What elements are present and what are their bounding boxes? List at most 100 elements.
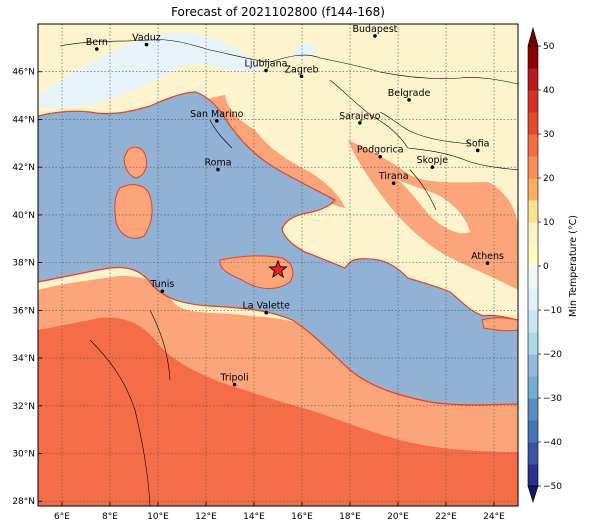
colorbar-segment <box>528 288 538 311</box>
colorbar-segment <box>528 134 538 157</box>
city-dot <box>378 154 383 159</box>
cold-region-east <box>292 44 318 59</box>
city-label: Belgrade <box>388 88 431 99</box>
x-tick-label: 22°E <box>435 512 457 522</box>
colorbar-segment <box>528 156 538 179</box>
colorbar-label: Min Temperature (°C) <box>568 215 579 317</box>
city-label: Tripoli <box>220 373 249 384</box>
city-label: Budapest <box>352 24 397 35</box>
forecast-location-star-marker <box>268 259 288 279</box>
x-axis-ticks: 6°E 8°E 10°E 12°E 14°E 16°E 18°E 20°E 22°E 24°E <box>54 502 505 522</box>
colorbar-tick-label: −30 <box>543 394 562 404</box>
country-borders <box>59 39 518 506</box>
city-label: Tirana <box>378 171 409 182</box>
colorbar-tick-label: −40 <box>543 438 562 448</box>
y-tick-label: 38°N <box>12 259 35 269</box>
city-dot <box>373 34 377 38</box>
colorbar: 50 40 30 20 10 0 −10 −20 −30 −40 −50 Min Temperatur… <box>527 26 579 504</box>
y-tick-label: 42°N <box>12 163 35 173</box>
colorbar-segment <box>528 398 538 421</box>
colorbar-segment <box>528 222 538 245</box>
colorbar-tick-label: 10 <box>543 218 555 228</box>
graticule <box>38 24 518 506</box>
y-tick-label: 44°N <box>12 115 35 125</box>
mild-land-balkans-inner <box>398 180 470 234</box>
sea <box>38 91 518 406</box>
cold-alpine-region <box>40 32 262 108</box>
colorbar-segment <box>528 90 538 113</box>
x-tick-label: 16°E <box>291 512 313 522</box>
colorbar-tick-label: 40 <box>543 86 555 96</box>
city-label: Ljubljana <box>245 59 288 70</box>
city-dot <box>215 119 219 123</box>
colorbar-segment <box>528 420 538 443</box>
y-tick-label: 28°N <box>12 497 35 507</box>
y-tick-label: 32°N <box>12 402 35 412</box>
city-dot <box>264 310 269 315</box>
y-tick-label: 40°N <box>12 211 35 221</box>
colorbar-segment <box>528 376 538 399</box>
city-dot <box>475 148 480 153</box>
y-tick-label: 46°N <box>12 68 35 78</box>
x-tick-label: 12°E <box>195 512 217 522</box>
colorbar-segment <box>528 354 538 377</box>
colorbar-segment <box>528 112 538 135</box>
colorbar-segment <box>528 266 538 289</box>
city-label: La Valette <box>242 301 290 312</box>
y-tick-label: 36°N <box>12 306 35 316</box>
colorbar-segment <box>528 244 538 267</box>
colorbar-tick-label: 20 <box>543 174 555 184</box>
colorbar-tick-label: −50 <box>543 482 562 492</box>
colorbar-segment <box>528 178 538 201</box>
city-label: Roma <box>204 158 231 169</box>
city-dot <box>299 74 304 79</box>
colorbar-tick-label: −10 <box>543 306 562 316</box>
city-dot <box>95 47 99 51</box>
chart-title: Forecast of 2021102800 (f144-168) <box>171 5 385 19</box>
island-sardinia <box>114 184 153 239</box>
city-label: Sarajevo <box>339 111 381 122</box>
city-dot <box>216 167 220 172</box>
x-tick-label: 20°E <box>387 512 409 522</box>
colorbar-segment <box>528 200 538 223</box>
map-frame <box>37 23 519 507</box>
city-dot <box>160 289 165 294</box>
city-dot <box>391 181 396 185</box>
city-dot <box>407 98 411 102</box>
city-label: Vaduz <box>132 33 161 44</box>
city-label: Zagreb <box>285 64 319 75</box>
colorbar-tick-label: 0 <box>543 262 549 272</box>
city-label: Athens <box>471 251 504 262</box>
city-dot <box>358 120 362 125</box>
island-sicily <box>219 255 294 289</box>
y-tick-label: 30°N <box>12 450 35 460</box>
city-dot <box>144 42 149 47</box>
city-label: Sofia <box>466 138 490 149</box>
x-tick-label: 8°E <box>102 512 118 522</box>
city-dot <box>485 261 490 265</box>
city-label: Tunis <box>149 279 174 290</box>
city-label: Bern <box>86 37 108 48</box>
colorbar-tick-label: 50 <box>543 42 555 52</box>
colorbar-segment <box>528 442 538 465</box>
x-tick-label: 24°E <box>483 512 505 522</box>
y-axis-ticks: 28°N 30°N 32°N 34°N 36°N 38°N 40°N 42°N 44°N 46°N <box>12 68 42 507</box>
colorbar-segment <box>528 68 538 91</box>
colorbar-tick-label: 30 <box>543 130 555 140</box>
city-dot <box>430 165 435 169</box>
colorbar-segment <box>528 464 538 487</box>
city-dot <box>232 382 237 387</box>
y-tick-label: 34°N <box>12 354 35 364</box>
city-label: San Marino <box>190 109 243 120</box>
x-tick-label: 10°E <box>147 512 169 522</box>
city-label: Podgorica <box>357 145 404 156</box>
island-corsica <box>123 146 147 179</box>
colorbar-segment <box>528 310 538 333</box>
colorbar-tick-label: −20 <box>543 350 562 360</box>
city-label: Skopje <box>417 155 449 166</box>
x-tick-label: 6°E <box>54 512 70 522</box>
island-crete <box>481 317 518 332</box>
